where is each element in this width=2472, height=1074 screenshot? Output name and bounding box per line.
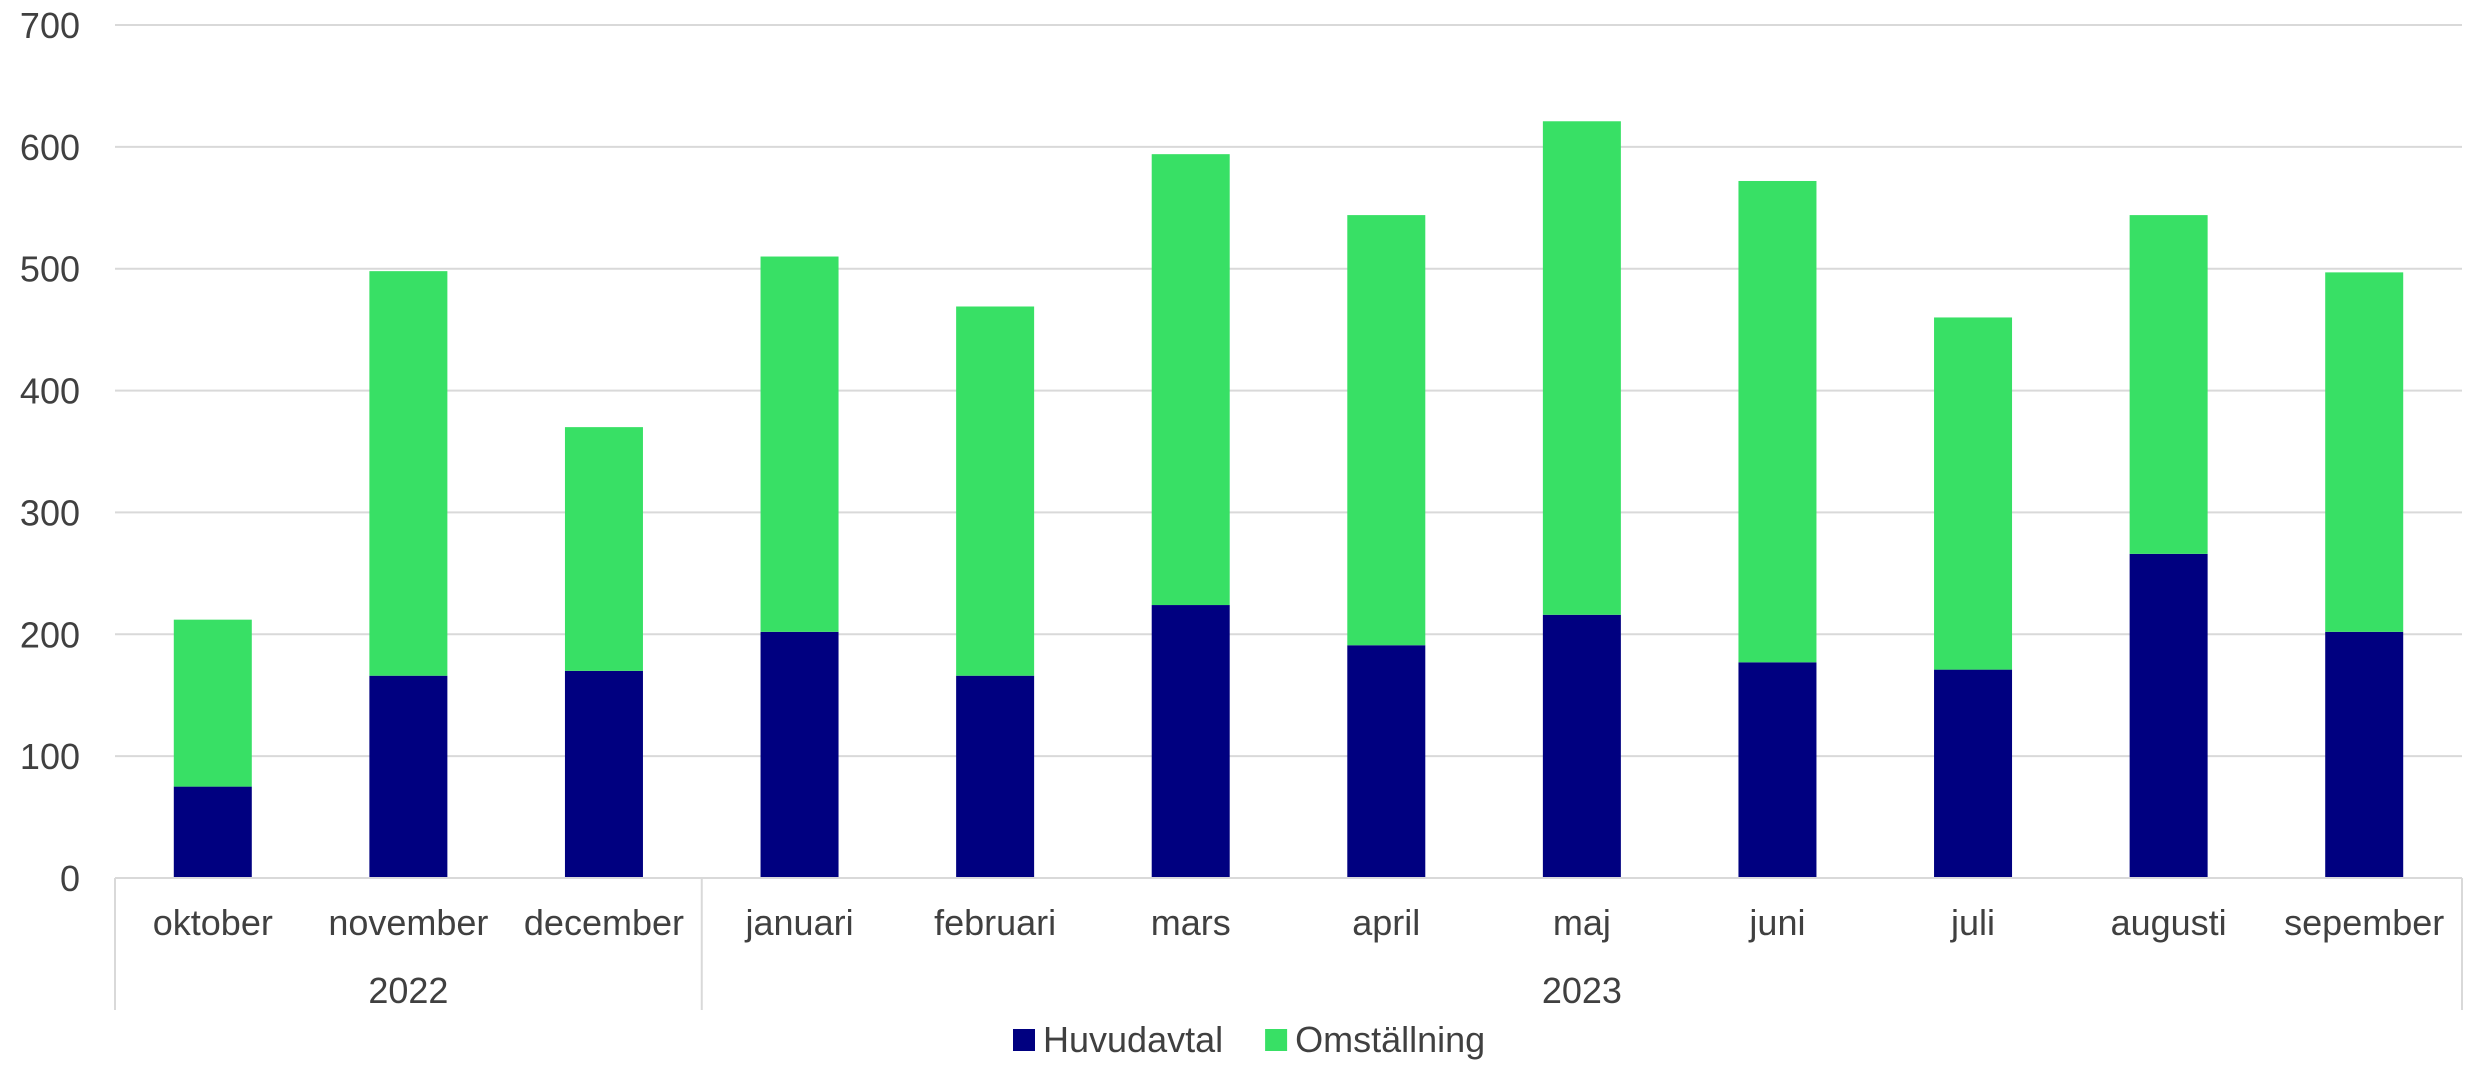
y-tick-label: 600 [20,127,80,168]
bar-huvudavtal-april [1347,645,1426,878]
x-axis: oktober november december januari februari ma… [114,877,2463,1011]
x-tick-label: oktober [153,902,273,943]
x-tick-label: december [524,902,684,943]
x-tick-label: juni [1748,902,1805,943]
x-tick-label: maj [1553,902,1611,943]
bar-omst-llning-januari [760,256,839,632]
y-tick-label: 200 [20,614,80,655]
bar-huvudavtal-november [369,675,448,878]
x-tick-label: sepember [2284,902,2444,943]
bar-omst-llning-sepember [2325,272,2404,632]
bar-omst-llning-maj [1542,121,1621,615]
x-group-label: 2022 [368,970,448,1011]
bar-huvudavtal-juni [1738,662,1817,878]
x-group-label: 2023 [1542,970,1622,1011]
bar-huvudavtal-februari [956,675,1035,878]
y-tick-label: 400 [20,371,80,412]
y-tick-label: 0 [60,858,80,899]
x-tick-label: april [1352,902,1420,943]
legend-swatch [1013,1029,1035,1051]
bar-omst-llning-juli [1934,317,2013,670]
legend-swatch [1265,1029,1288,1051]
legend: Huvudavtal Omställning [1013,1019,1485,1060]
bar-omst-llning-juni [1738,180,1817,663]
bar-huvudavtal-augusti [2129,553,2208,878]
bar-huvudavtal-maj [1542,614,1621,878]
bar-omst-llning-februari [956,306,1035,676]
bar-omst-llning-augusti [2129,215,2208,554]
bar-omst-llning-december [564,427,643,671]
bar-omst-llning-november [369,271,448,676]
y-tick-label: 100 [20,736,80,777]
x-tick-label: januari [745,902,854,943]
x-tick-label: februari [934,902,1056,943]
bar-huvudavtal-januari [760,631,839,878]
y-axis-ticks: 0 100 200 300 400 500 600 700 [20,5,80,899]
bar-huvudavtal-juli [1934,669,2013,878]
x-tick-label: juli [1950,902,1995,943]
legend-label: Huvudavtal [1043,1019,1223,1060]
gridlines [115,24,2462,758]
bar-huvudavtal-oktober [173,786,252,878]
bar-huvudavtal-sepember [2325,631,2404,878]
y-tick-label: 300 [20,492,80,533]
bars [173,121,2404,878]
x-tick-label: november [328,902,488,943]
y-tick-label: 500 [20,249,80,290]
legend-label: Omställning [1295,1019,1485,1060]
y-tick-label: 700 [20,5,80,46]
bar-huvudavtal-december [564,670,643,878]
bar-huvudavtal-mars [1151,605,1230,878]
x-tick-label: mars [1151,902,1231,943]
bar-omst-llning-oktober [173,619,252,787]
x-tick-label: augusti [2111,902,2227,943]
bar-omst-llning-mars [1151,154,1230,606]
bar-omst-llning-april [1347,215,1426,646]
